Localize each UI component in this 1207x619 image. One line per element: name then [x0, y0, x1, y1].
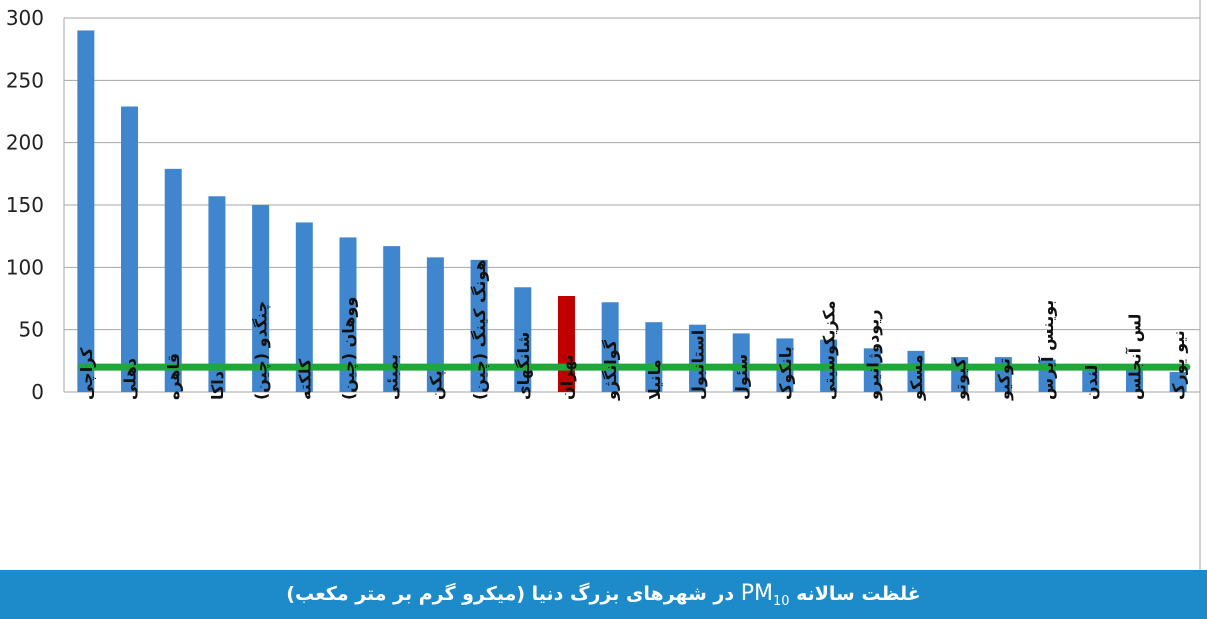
y-axis-ticks: 0 50 100 150 200 250 300: [6, 6, 44, 404]
bar: [645, 322, 663, 392]
gridlines: [63, 0, 1201, 570]
x-tick-label: ریودوژانیرو: [863, 309, 882, 401]
y-tick-label: 0: [31, 380, 44, 404]
x-tick-label: کراچی: [77, 347, 97, 400]
x-tick-label: لندن: [1082, 365, 1101, 400]
bar: [907, 350, 925, 392]
bar: [1169, 372, 1187, 392]
x-tick-label: گوانگژو: [601, 339, 620, 401]
x-tick-label: هونگ کینگ (چین): [470, 260, 490, 400]
x-tick-label: سئول: [732, 354, 751, 400]
bar: [164, 168, 182, 392]
x-tick-label: ووهان (چین): [339, 297, 359, 400]
x-tick-label: داکا: [208, 371, 227, 400]
x-tick-label: استانبول: [689, 330, 708, 400]
x-tick-label: لس آنجلس: [1124, 314, 1144, 400]
bar: [383, 246, 401, 392]
bar: [470, 259, 488, 392]
x-tick-label: شانگهای: [514, 332, 533, 400]
x-axis-labels: کراچی دهلی قاهره داکا چنگدو (چین) کلکته ووهان …: [77, 260, 1188, 401]
y-tick-label: 200: [6, 131, 44, 155]
x-tick-label: نیو یورک: [1169, 330, 1188, 400]
x-tick-label: بوینس آیرس: [1037, 300, 1057, 400]
x-tick-label: توکیو: [994, 358, 1013, 401]
y-tick-label: 100: [6, 255, 44, 279]
bar-chart: 0 50 100 150 200 250 300 کراچی دهلی قاهره داکا چنگ…: [6, 0, 1201, 570]
bar: [426, 257, 444, 392]
bar: [732, 333, 750, 392]
chart-area: 0 50 100 150 200 250 300 کراچی دهلی قاهره داکا چنگ…: [5, 0, 1201, 570]
x-tick-label: مکزیکوسیتی: [820, 301, 839, 401]
bar: [208, 196, 226, 392]
x-tick-label: قاهره: [164, 353, 183, 400]
x-tick-label: دهلی: [121, 358, 140, 400]
x-tick-label: کلکته: [295, 358, 314, 400]
chart-caption: غلظت سالانه PM10 در شهرهای بزرگ دنیا (می…: [286, 580, 921, 609]
caption-bar: غلظت سالانه PM10 در شهرهای بزرگ دنیا (می…: [0, 570, 1207, 619]
x-tick-label: بانکوک: [776, 346, 795, 400]
bar: [339, 237, 357, 392]
y-tick-label: 250: [6, 68, 44, 92]
y-tick-label: 300: [6, 6, 44, 30]
y-tick-label: 150: [6, 193, 44, 217]
bars: [77, 30, 1187, 392]
x-tick-label: تهران: [557, 354, 576, 400]
y-tick-label: 50: [19, 318, 44, 342]
x-tick-label: کیوتو: [951, 357, 970, 401]
x-tick-label: مسکو: [907, 354, 926, 401]
bar: [1082, 364, 1100, 392]
bar: [77, 30, 95, 392]
bar: [252, 205, 270, 392]
bar: [121, 106, 139, 392]
x-tick-label: پکن: [426, 370, 446, 400]
bar: [689, 324, 707, 392]
x-tick-label: مانیلا: [645, 359, 664, 400]
bar: [1125, 367, 1143, 392]
x-tick-label: بمبئی: [383, 354, 402, 400]
bar: [295, 222, 313, 392]
x-tick-label: چنگدو (چین): [252, 301, 272, 400]
